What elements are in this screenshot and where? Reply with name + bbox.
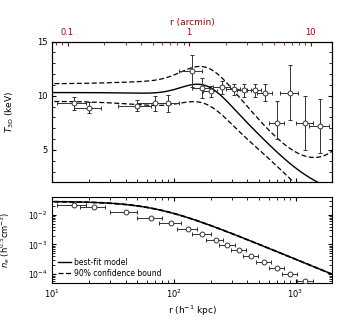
Y-axis label: $n_e$ (h$^{0.5}$cm$^{-3}$): $n_e$ (h$^{0.5}$cm$^{-3}$)	[0, 212, 12, 268]
best-fit model	[227, 231, 232, 235]
best-fit model	[256, 242, 260, 246]
best-fit model	[139, 204, 144, 208]
90% confidence bound	[227, 230, 232, 234]
best-fit model	[254, 241, 258, 245]
Line: best-fit model: best-fit model	[47, 202, 337, 276]
90% confidence bound	[160, 208, 164, 212]
Y-axis label: $T_{\rm 3D}$ (keV): $T_{\rm 3D}$ (keV)	[4, 91, 16, 133]
Legend: best-fit model, 90% confidence bound: best-fit model, 90% confidence bound	[56, 256, 164, 279]
90% confidence bound	[335, 274, 339, 278]
90% confidence bound	[139, 204, 144, 208]
90% confidence bound	[256, 242, 260, 245]
X-axis label: r (arcmin): r (arcmin)	[170, 18, 214, 27]
X-axis label: r (h$^{-1}$ kpc): r (h$^{-1}$ kpc)	[168, 303, 217, 318]
best-fit model	[160, 208, 164, 212]
best-fit model	[45, 200, 49, 204]
90% confidence bound	[45, 199, 49, 203]
Line: 90% confidence bound: 90% confidence bound	[47, 201, 337, 276]
90% confidence bound	[79, 200, 84, 204]
90% confidence bound	[254, 241, 258, 245]
best-fit model	[79, 200, 84, 204]
best-fit model	[335, 274, 339, 278]
